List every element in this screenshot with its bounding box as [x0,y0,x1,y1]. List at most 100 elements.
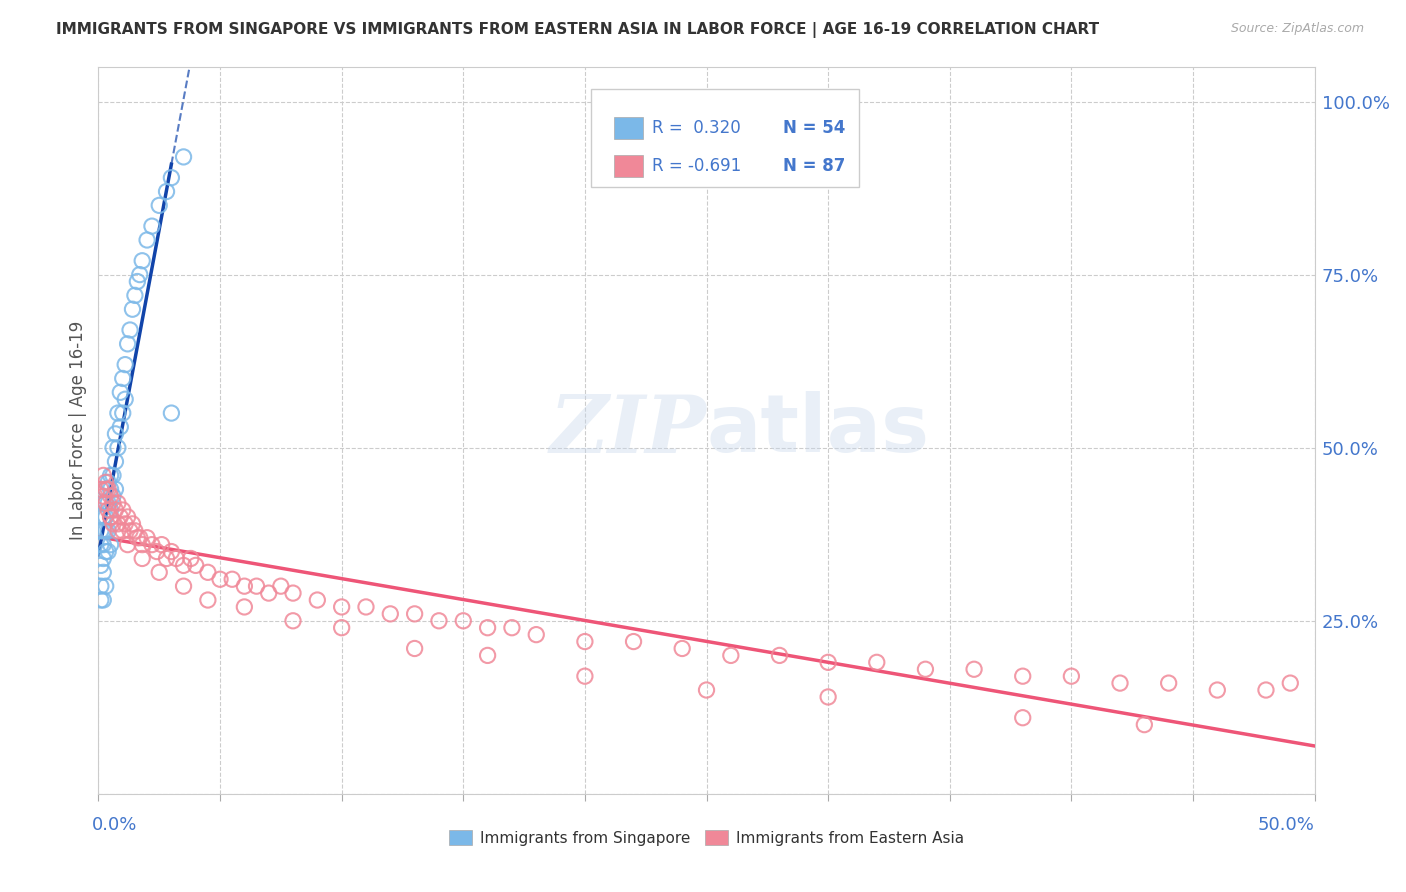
Point [330,599,353,614]
Point [404,641,426,656]
Point [118,524,141,538]
Legend: Immigrants from Singapore, Immigrants from Eastern Asia: Immigrants from Singapore, Immigrants fr… [443,824,970,852]
Point [110,510,132,524]
Point [696,683,718,698]
FancyBboxPatch shape [591,88,859,186]
Point [91,566,114,580]
Point [111,406,134,420]
Text: Source: ZipAtlas.com: Source: ZipAtlas.com [1230,22,1364,36]
Point [94,496,117,510]
Point [221,572,243,586]
Point [817,690,839,704]
Point [97,482,120,496]
Text: 50.0%: 50.0% [1258,816,1315,834]
Point [180,551,202,566]
Point [94,579,117,593]
Text: N = 87: N = 87 [783,157,845,175]
Point [90,538,112,552]
Point [270,579,292,593]
Point [97,544,120,558]
Point [524,627,547,641]
Point [111,524,134,538]
Point [209,572,232,586]
Point [91,489,114,503]
Point [124,524,146,538]
Point [354,599,377,614]
Point [111,503,134,517]
Point [101,441,124,455]
Point [101,489,124,503]
Point [453,614,475,628]
Point [173,558,195,573]
Point [97,503,120,517]
Point [101,468,124,483]
Point [90,579,112,593]
Point [91,551,114,566]
Point [90,524,112,538]
Point [131,253,153,268]
Point [404,607,426,621]
Point [104,454,127,468]
Point [307,593,329,607]
Point [1254,683,1277,698]
Point [107,441,129,455]
FancyBboxPatch shape [614,155,644,177]
Point [380,607,402,621]
Point [963,662,986,676]
Point [91,593,114,607]
Point [90,482,112,496]
Point [100,510,122,524]
Point [104,482,127,496]
Point [720,648,742,663]
Point [111,371,134,385]
Point [173,579,195,593]
Point [107,524,129,538]
Point [184,558,207,573]
Point [131,538,153,552]
Point [100,510,122,524]
Text: atlas: atlas [707,392,929,469]
Point [128,531,150,545]
Point [914,662,936,676]
Point [127,275,149,289]
Point [141,219,163,234]
Text: IMMIGRANTS FROM SINGAPORE VS IMMIGRANTS FROM EASTERN ASIA IN LABOR FORCE | AGE 1: IMMIGRANTS FROM SINGAPORE VS IMMIGRANTS … [56,22,1099,38]
Point [501,621,523,635]
Point [148,198,170,212]
Point [100,482,122,496]
Point [233,579,256,593]
Point [1011,711,1033,725]
Point [155,551,177,566]
Point [100,503,122,517]
Point [197,593,219,607]
Point [110,385,132,400]
Text: N = 54: N = 54 [783,119,845,137]
Point [94,510,117,524]
Point [101,516,124,531]
Point [155,185,177,199]
Point [128,268,150,282]
Point [94,524,117,538]
Point [90,558,112,573]
Point [165,551,187,566]
Point [136,531,159,545]
Text: R =  0.320: R = 0.320 [652,119,741,137]
Point [100,489,122,503]
Point [427,614,450,628]
Point [94,496,117,510]
Point [477,621,499,635]
Point [100,468,122,483]
Point [136,233,159,247]
Point [97,524,120,538]
Point [101,496,124,510]
Y-axis label: In Labor Force | Age 16-19: In Labor Force | Age 16-19 [69,321,87,540]
Point [118,323,141,337]
Point [146,544,169,558]
Point [1206,683,1229,698]
Point [330,621,353,635]
Point [114,358,136,372]
Point [671,641,693,656]
Point [117,538,139,552]
Point [173,150,195,164]
Point [114,516,136,531]
